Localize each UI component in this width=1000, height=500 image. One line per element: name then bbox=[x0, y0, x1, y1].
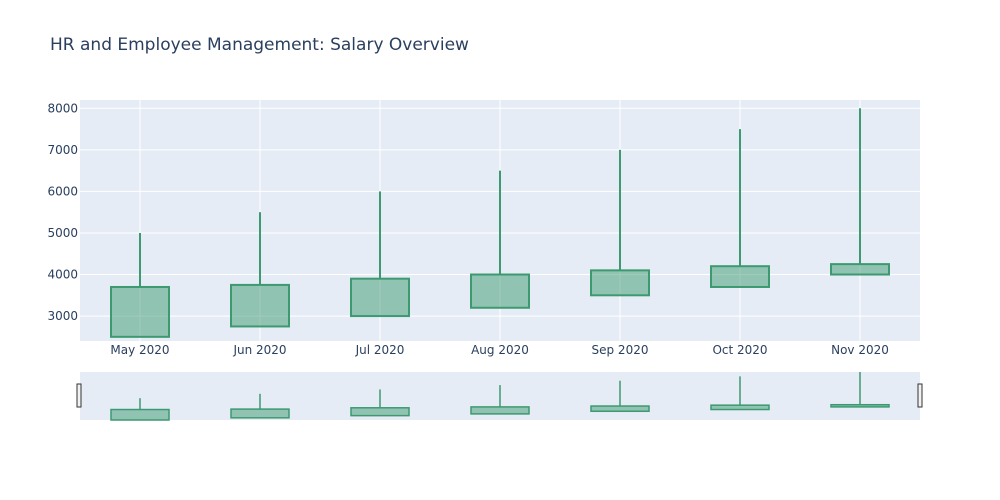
y-tick-label: 3000 bbox=[47, 309, 78, 323]
candle-body bbox=[710, 265, 770, 288]
x-tick-label: Aug 2020 bbox=[471, 343, 529, 357]
y-tick-label: 5000 bbox=[47, 226, 78, 240]
candle-body bbox=[350, 277, 410, 318]
rangeslider-body bbox=[830, 403, 890, 408]
x-tick-label: Nov 2020 bbox=[831, 343, 889, 357]
x-tick-label: Jun 2020 bbox=[232, 343, 286, 357]
rangeslider-body bbox=[230, 408, 290, 419]
candles bbox=[110, 108, 890, 338]
y-tick-label: 4000 bbox=[47, 268, 78, 282]
rangeslider-right-handle[interactable] bbox=[917, 383, 923, 408]
rangeslider-body bbox=[350, 407, 410, 417]
rangeslider-body bbox=[590, 405, 650, 413]
candle-body bbox=[230, 283, 290, 328]
y-tick-label: 7000 bbox=[47, 143, 78, 157]
y-tick-label: 8000 bbox=[47, 101, 78, 115]
rangeslider-body bbox=[110, 408, 170, 421]
x-tick-label: Sep 2020 bbox=[592, 343, 649, 357]
rangeslider-candles bbox=[110, 372, 890, 421]
rangeslider-left-handle[interactable] bbox=[76, 383, 82, 408]
y-axis-ticks: 3000 4000 5000 6000 7000 8000 bbox=[47, 101, 78, 323]
y-tick-label: 6000 bbox=[47, 184, 78, 198]
rangeslider-body bbox=[470, 406, 530, 415]
candle-body bbox=[110, 285, 170, 338]
x-tick-label: May 2020 bbox=[110, 343, 169, 357]
rangeslider-body bbox=[710, 404, 770, 411]
candle-body bbox=[830, 263, 890, 276]
chart-title: HR and Employee Management: Salary Overv… bbox=[50, 35, 469, 55]
x-axis-ticks: May 2020 Jun 2020 Jul 2020 Aug 2020 Sep 2020… bbox=[110, 343, 888, 357]
candle-body bbox=[470, 273, 530, 309]
candle-body bbox=[590, 269, 650, 297]
x-tick-label: Jul 2020 bbox=[355, 343, 405, 357]
x-tick-label: Oct 2020 bbox=[712, 343, 767, 357]
